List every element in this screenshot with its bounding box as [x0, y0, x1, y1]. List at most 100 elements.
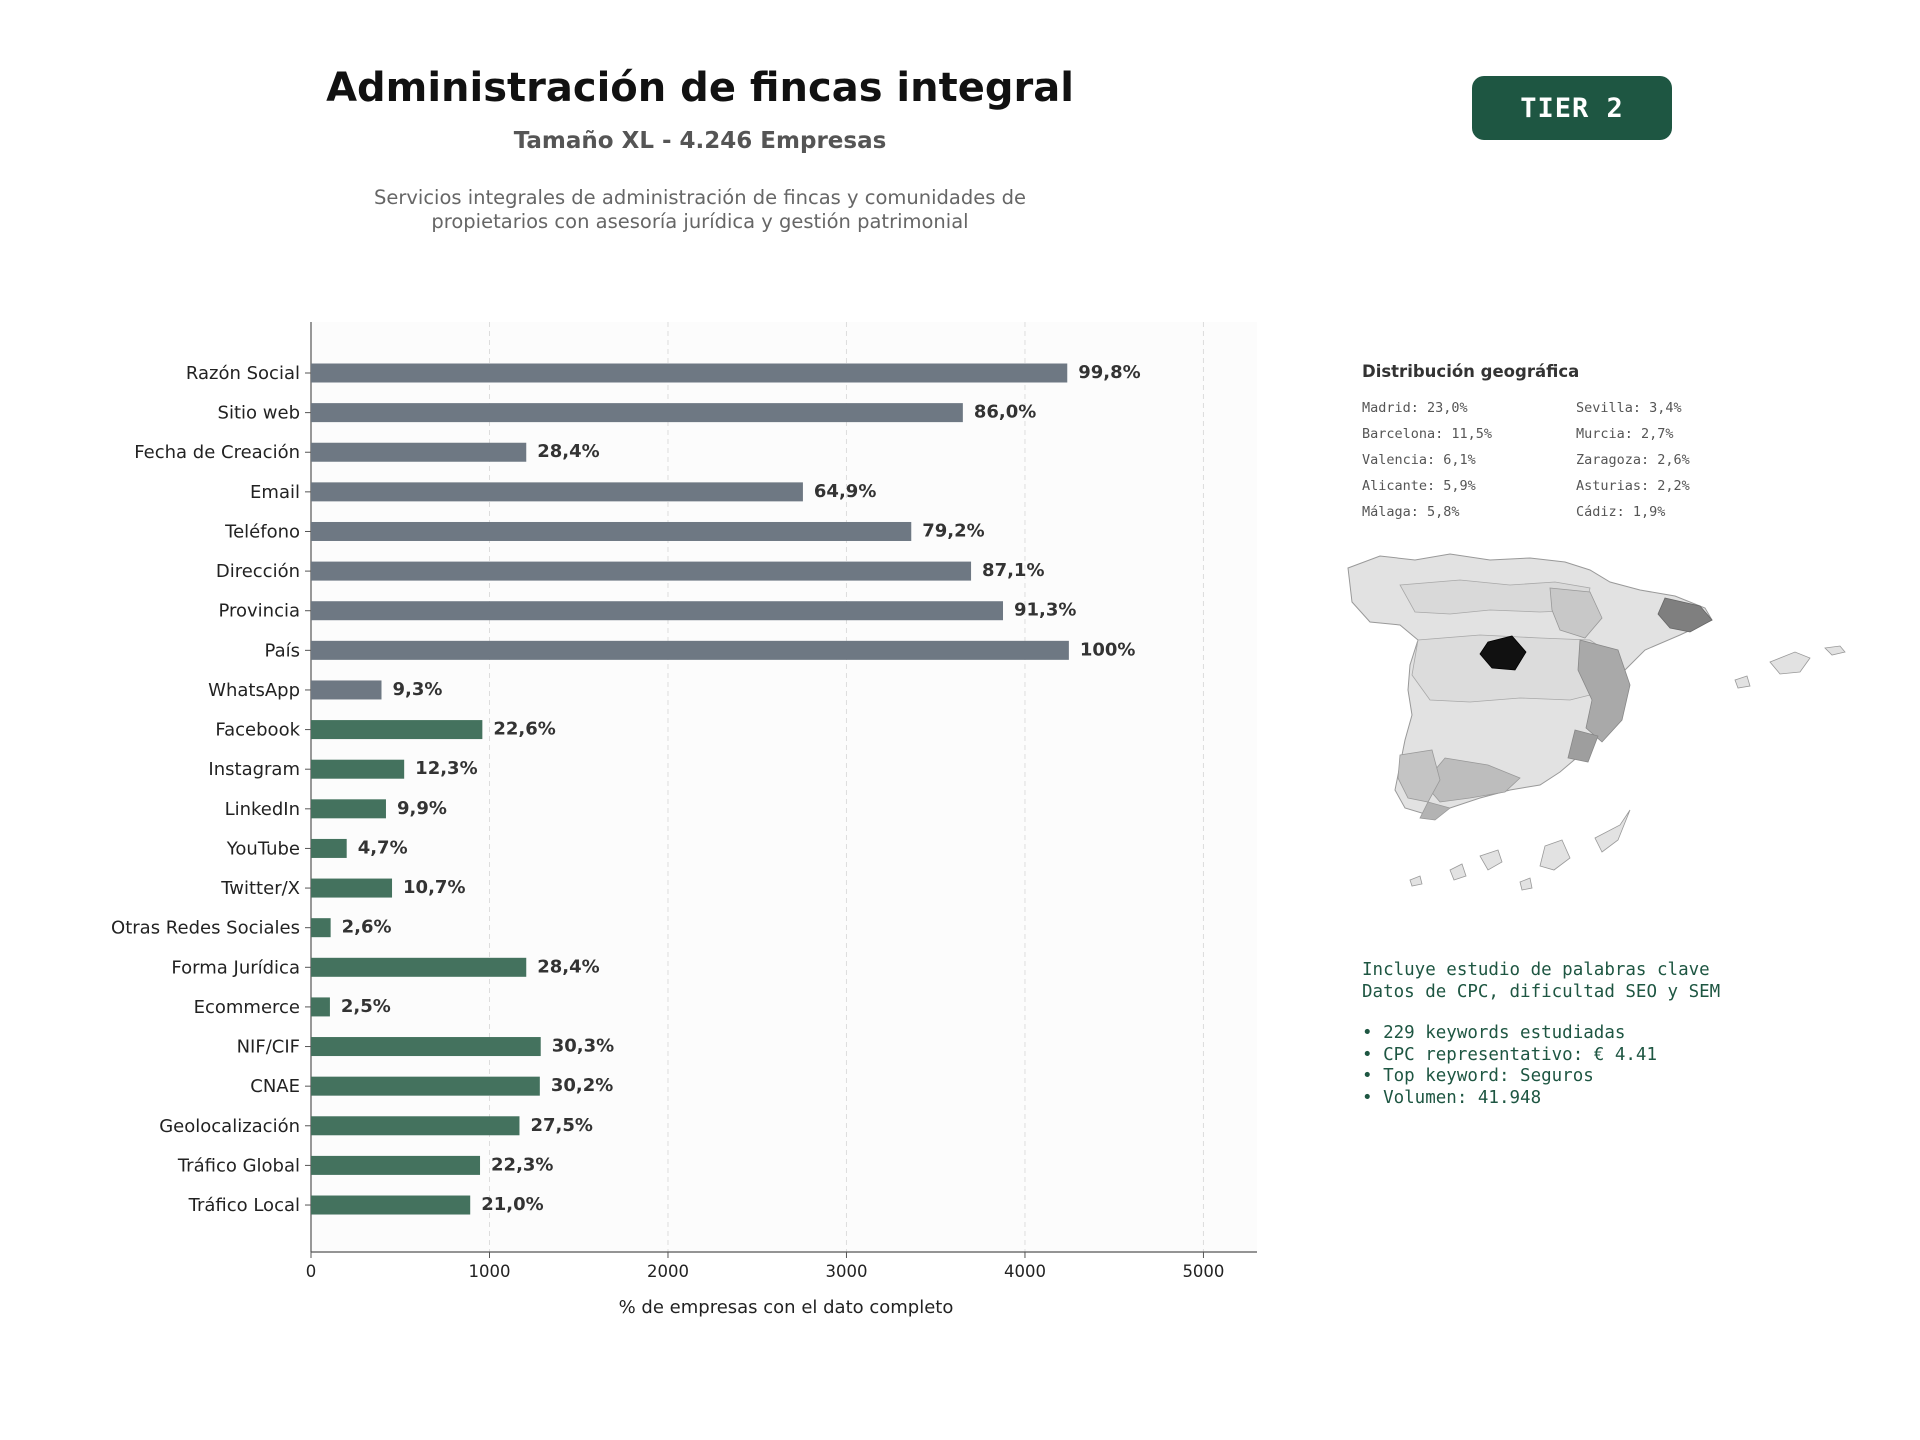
geo-entry: Cádiz: 1,9%	[1576, 504, 1666, 520]
map-region	[1479, 635, 1527, 671]
plot-area	[311, 322, 1257, 1252]
geo-entry: Alicante: 5,9%	[1362, 478, 1476, 494]
bar-value-label: 100%	[1080, 639, 1136, 660]
bar-value-label: 2,6%	[342, 917, 392, 938]
bar	[311, 957, 527, 977]
bar	[311, 1155, 481, 1175]
bar	[311, 997, 330, 1017]
geo-entry: Valencia: 6,1%	[1362, 452, 1476, 468]
keyword-bullet: • Volumen: 41.948	[1362, 1087, 1542, 1108]
bar-value-label: 28,4%	[537, 441, 599, 462]
page-title: Administración de fincas integral	[326, 65, 1074, 111]
bar-value-label: 91,3%	[1014, 600, 1076, 621]
bar-value-label: 12,3%	[415, 758, 477, 779]
geo-entry: Barcelona: 11,5%	[1362, 426, 1493, 442]
y-tick-label: NIF/CIF	[237, 1037, 300, 1058]
map-region	[1419, 801, 1451, 821]
y-tick-label: Dirección	[216, 561, 300, 582]
geo-title: Distribución geográfica	[1362, 362, 1580, 381]
geo-entry: Madrid: 23,0%	[1362, 400, 1468, 416]
bar-value-label: 87,1%	[982, 560, 1044, 581]
bar-value-label: 86,0%	[974, 402, 1036, 423]
bar	[311, 1116, 520, 1136]
y-tick-label: Twitter/X	[220, 878, 300, 899]
bar-value-label: 27,5%	[530, 1115, 592, 1136]
bar	[311, 601, 1004, 621]
bar-value-label: 99,8%	[1078, 362, 1140, 383]
y-tick-label: Ecommerce	[194, 997, 300, 1018]
keyword-study-block: Incluye estudio de palabras clave Datos …	[1362, 960, 1720, 1109]
bar	[311, 1195, 471, 1215]
bar-value-label: 9,9%	[397, 798, 447, 819]
y-tick-label: Teléfono	[224, 521, 300, 542]
bar-value-label: 22,3%	[491, 1154, 553, 1175]
bar	[311, 680, 382, 700]
bar-value-label: 21,0%	[481, 1194, 543, 1215]
map-region	[1577, 639, 1631, 743]
x-tick-label: 3000	[825, 1262, 867, 1281]
x-tick-label: 4000	[1004, 1262, 1046, 1281]
x-axis-label: % de empresas con el dato completo	[619, 1297, 954, 1318]
bar	[311, 561, 972, 581]
bar-value-label: 28,4%	[537, 956, 599, 977]
x-tick-label: 2000	[647, 1262, 689, 1281]
bar	[311, 640, 1069, 660]
bar	[311, 482, 803, 502]
bar-value-label: 30,3%	[552, 1036, 614, 1057]
bar	[311, 403, 963, 423]
geo-entry: Zaragoza: 2,6%	[1576, 452, 1690, 468]
geo-entry: Sevilla: 3,4%	[1576, 400, 1682, 416]
y-tick-label: Razón Social	[186, 363, 300, 384]
map-region	[1567, 729, 1599, 763]
y-tick-label: Email	[250, 482, 300, 503]
description-line-2: propietarios con asesoría jurídica y ges…	[431, 210, 969, 233]
keyword-intro-line: Incluye estudio de palabras clave	[1362, 960, 1710, 980]
keyword-intro-line: Datos de CPC, dificultad SEO y SEM	[1362, 981, 1721, 1002]
x-tick-label: 1000	[468, 1262, 510, 1281]
y-tick-label: CNAE	[250, 1076, 300, 1097]
bar-value-label: 30,2%	[551, 1075, 613, 1096]
bar	[311, 720, 483, 740]
bar-value-label: 64,9%	[814, 481, 876, 502]
bar	[311, 878, 393, 898]
page-subtitle: Tamaño XL - 4.246 Empresas	[513, 128, 887, 154]
y-tick-label: LinkedIn	[225, 799, 300, 820]
map-region	[1657, 597, 1713, 633]
bar-value-label: 10,7%	[403, 877, 465, 898]
y-tick-label: Forma Jurídica	[171, 957, 300, 978]
y-tick-label: Geolocalización	[159, 1116, 300, 1137]
bar	[311, 442, 527, 462]
geo-entry: Málaga: 5,8%	[1362, 504, 1460, 520]
y-tick-label: Sitio web	[218, 403, 300, 424]
bar	[311, 1076, 540, 1096]
y-tick-label: Fecha de Creación	[134, 442, 300, 463]
keyword-bullet: • Top keyword: Seguros	[1362, 1066, 1594, 1086]
keyword-bullet: • CPC representativo: € 4.41	[1362, 1044, 1658, 1065]
map-canary-islands	[1409, 809, 1631, 891]
x-tick-label: 5000	[1182, 1262, 1224, 1281]
bar	[311, 1037, 541, 1057]
bar	[311, 838, 347, 858]
bar	[311, 759, 405, 779]
y-tick-label: Instagram	[208, 759, 300, 780]
bar	[311, 363, 1068, 383]
bar-chart: 0 1000 2000 3000 4000 5000 % de empresas con e…	[111, 322, 1257, 1318]
keyword-bullet: • 229 keywords estudiadas	[1362, 1023, 1626, 1043]
map-region	[1549, 587, 1603, 639]
bar-value-label: 9,3%	[393, 679, 443, 700]
y-tick-label: Provincia	[218, 601, 300, 622]
geo-distribution-list: Madrid: 23,0% Sevilla: 3,4% Barcelona: 1…	[1362, 398, 1782, 523]
description-line-1: Servicios integrales de administración d…	[373, 186, 1026, 209]
map-balearic-islands	[1734, 645, 1846, 689]
bar-value-label: 79,2%	[922, 520, 984, 541]
y-tick-label: Tráfico Global	[177, 1155, 300, 1176]
y-tick-label: Tráfico Local	[188, 1195, 300, 1216]
tier-badge: TIER 2	[1472, 76, 1672, 140]
bar-value-label: 4,7%	[358, 837, 408, 858]
y-tick-label: YouTube	[226, 838, 300, 859]
y-tick-label: País	[265, 640, 300, 661]
geo-entry: Murcia: 2,7%	[1576, 426, 1674, 442]
y-tick-label: WhatsApp	[208, 680, 300, 701]
geo-entry: Asturias: 2,2%	[1576, 478, 1690, 494]
spain-map	[1347, 553, 1846, 891]
